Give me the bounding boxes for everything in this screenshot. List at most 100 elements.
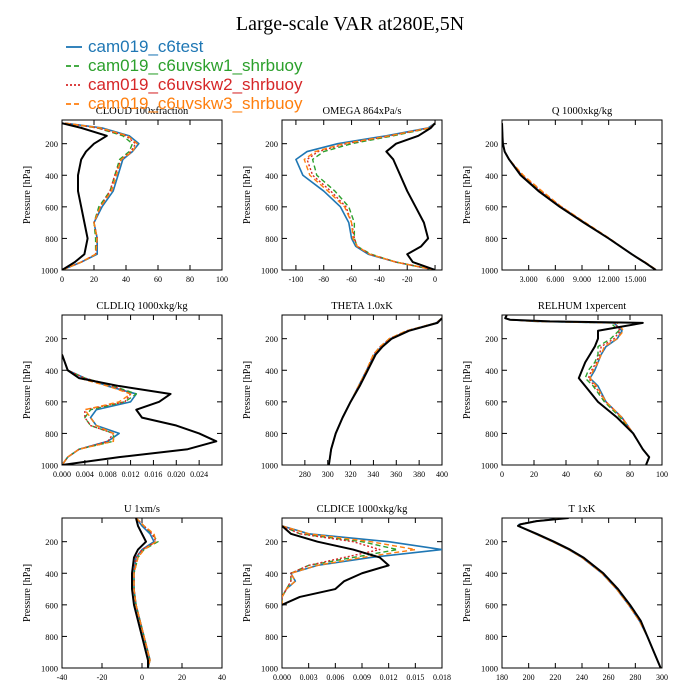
x-tick-label: 0 (140, 673, 144, 682)
y-tick-label: 1000 (481, 461, 498, 471)
y-tick-label: 200 (45, 537, 58, 547)
y-tick-label: 600 (485, 600, 498, 610)
y-tick-label: 1000 (41, 266, 58, 276)
series-line-1 (517, 518, 662, 668)
series-line-3 (517, 518, 662, 668)
y-tick-label: 400 (45, 366, 58, 376)
legend-entry: cam019_c6uvskw1_shrbuoy (88, 56, 303, 75)
y-tick-label: 800 (485, 429, 498, 439)
x-tick-label: 240 (576, 673, 588, 682)
y-tick-label: 800 (45, 429, 58, 439)
y-tick-label: 200 (485, 537, 498, 547)
x-tick-label: 0.016 (144, 470, 162, 479)
x-tick-label: 220 (549, 673, 561, 682)
y-tick-label: 1000 (261, 266, 278, 276)
x-tick-label: 0.006 (326, 673, 344, 682)
series-line-reference (385, 122, 436, 270)
y-tick-label: 200 (45, 139, 58, 149)
x-tick-label: 6.000 (546, 275, 564, 284)
y-tick-label: 800 (485, 632, 498, 642)
x-tick-label: 20 (178, 673, 186, 682)
series-line-4 (504, 315, 650, 465)
x-tick-label: 40 (122, 275, 130, 284)
y-tick-label: 800 (265, 234, 278, 244)
panel-2: OMEGA 864xPa/s Pressure [hPa] 200 400 600 800… (242, 106, 443, 284)
series-line-1 (62, 354, 138, 465)
y-tick-label: 600 (265, 202, 278, 212)
y-tick-label: 200 (265, 537, 278, 547)
x-tick-label: 340 (367, 470, 379, 479)
panel-8: CLDICE 1000xkg/kg Pressure [hPa] 200 400 600… (242, 504, 451, 682)
x-tick-label: 60 (594, 470, 602, 479)
panel-title: THETA 1.0xK (331, 301, 393, 312)
panel-title: RELHUM 1xpercent (538, 301, 626, 312)
legend-entry: cam019_c6uvskw2_shrbuoy (88, 75, 303, 94)
legend-entry: cam019_c6uvskw3_shrbuoy (88, 94, 303, 113)
y-tick-label: 400 (265, 366, 278, 376)
y-axis-label: Pressure [hPa] (462, 564, 473, 622)
series-line-reference (62, 122, 108, 270)
series-line-4 (303, 122, 436, 270)
y-tick-label: 1000 (261, 461, 278, 471)
x-tick-label: 320 (345, 470, 357, 479)
y-tick-label: 1000 (481, 266, 498, 276)
y-axis-label: Pressure [hPa] (242, 361, 253, 419)
y-tick-label: 400 (45, 171, 58, 181)
series-line-4 (517, 518, 662, 668)
x-tick-label: 0.024 (190, 470, 208, 479)
y-tick-label: 200 (265, 334, 278, 344)
series-line-3 (502, 123, 657, 270)
x-tick-label: -40 (374, 275, 385, 284)
panel-title: T 1xK (569, 504, 596, 515)
x-tick-label: 280 (629, 673, 641, 682)
x-tick-label: 400 (436, 470, 448, 479)
y-tick-label: 600 (45, 202, 58, 212)
legend: cam019_c6testcam019_c6uvskw1_shrbuoycam0… (66, 37, 303, 113)
y-tick-label: 400 (485, 569, 498, 579)
series-line-2 (504, 315, 650, 465)
series-line-1 (504, 315, 651, 465)
y-tick-label: 800 (45, 234, 58, 244)
x-tick-label: 280 (299, 470, 311, 479)
y-axis-label: Pressure [hPa] (22, 361, 33, 419)
y-tick-label: 600 (485, 397, 498, 407)
y-tick-label: 1000 (261, 664, 278, 674)
series-line-4 (62, 122, 138, 270)
series-line-3 (62, 122, 137, 270)
y-tick-label: 200 (265, 139, 278, 149)
x-tick-label: 0.004 (76, 470, 94, 479)
x-tick-label: 80 (186, 275, 194, 284)
series-group (62, 122, 140, 270)
panel-title: CLOUD 100xfraction (96, 106, 189, 117)
plot-frame (61, 119, 223, 271)
series-line-reference (504, 315, 651, 465)
panel-3: Q 1000xkg/kg Pressure [hPa] 200 400 600 800 10… (462, 106, 663, 284)
y-tick-label: 800 (45, 632, 58, 642)
x-tick-label: 20 (90, 275, 98, 284)
series-line-1 (328, 317, 442, 465)
x-tick-label: 20 (530, 470, 538, 479)
series-line-3 (328, 317, 442, 465)
x-tick-label: 380 (413, 470, 425, 479)
plot-frame (281, 119, 443, 271)
series-group (504, 315, 651, 465)
panel-4: CLDLIQ 1000xkg/kg Pressure [hPa] 200 400 600… (22, 301, 223, 479)
x-tick-label: 300 (656, 673, 668, 682)
series-line-2 (502, 123, 657, 270)
series-line-2 (328, 317, 442, 465)
y-tick-label: 200 (45, 334, 58, 344)
y-tick-label: 600 (45, 600, 58, 610)
x-tick-label: 0.000 (273, 673, 291, 682)
x-tick-label: 0 (433, 275, 437, 284)
series-line-4 (282, 525, 417, 605)
series-group (131, 518, 159, 668)
series-line-3 (504, 315, 650, 465)
x-tick-label: -20 (402, 275, 413, 284)
y-tick-label: 600 (45, 397, 58, 407)
y-axis-label: Pressure [hPa] (242, 564, 253, 622)
series-line-1 (502, 123, 657, 270)
plot-frame (281, 314, 443, 466)
